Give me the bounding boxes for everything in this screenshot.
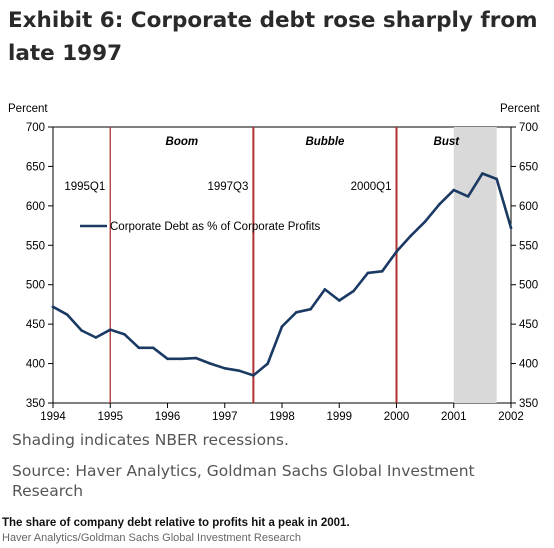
data-point [252,374,255,377]
vertical-markers [109,127,398,403]
y-tick-label-left: 550 [26,240,45,252]
data-point [237,369,241,373]
series-line [51,172,513,377]
data-point [151,346,155,350]
exhibit-title: Exhibit 6: Corporate debt rose sharply f… [8,8,538,66]
y-tick-label-left: 350 [26,398,45,410]
y-tick-label-left: 450 [26,319,45,331]
data-point [509,226,513,230]
x-tick-label: 1997 [212,411,238,422]
data-point [495,177,499,181]
y-tick-label-right: 500 [519,280,538,292]
y-tick-label-left: 600 [26,201,45,213]
legend-label: Corporate Debt as % of Corporate Profits [110,221,321,233]
y-tick-label-right: 550 [519,240,538,252]
plot-frame [52,126,512,404]
data-point [309,307,312,311]
data-point [452,188,456,192]
data-point [180,357,184,361]
y-tick-label-right: 450 [519,319,538,331]
data-point [323,288,327,291]
data-point [137,346,141,350]
y-tick-label-right: 700 [519,122,538,134]
data-point [194,356,198,360]
recession-shading [453,127,497,403]
data-point [280,325,284,328]
y-tick-label-right: 650 [519,161,538,173]
period-label: Boom [166,136,199,148]
y-axis-left-label: Percent [8,103,48,115]
y-tick-label-left: 700 [26,122,45,134]
data-point [66,313,69,316]
x-tick-label: 2001 [441,411,467,422]
x-tick-label: 2000 [384,411,410,422]
caption: The share of company debt relative to pr… [2,517,350,529]
data-point [266,362,270,365]
annotations: 1995Q1 1997Q3 2000Q1 Boom Bubble Bust [64,136,460,193]
marker-label: 1997Q3 [207,181,248,193]
data-point [423,220,427,223]
recession-band [453,127,497,403]
data-point [123,333,126,336]
y-tick-label-left: 500 [26,280,45,292]
y-tick-label-left: 400 [26,359,45,371]
data-point [80,329,83,332]
data-point [466,195,470,198]
data-point [380,270,384,273]
x-tick-label: 1999 [326,411,352,422]
data-point [395,250,398,253]
x-tick-label: 1995 [97,411,123,422]
data-point [223,367,227,370]
legend: Corporate Debt as % of Corporate Profits [80,221,321,233]
y-tick-label-right: 600 [519,201,538,213]
data-point [352,289,355,293]
y-tick-label-left: 650 [26,161,45,173]
y-tick-label-right: 350 [519,398,538,410]
data-point [94,336,98,339]
x-tick-label: 2002 [498,411,524,422]
data-point [209,362,212,365]
period-label: Bubble [305,136,345,148]
data-point [51,305,55,309]
data-point [409,234,413,238]
x-tick-label: 1996 [155,411,181,422]
marker-label: 1995Q1 [64,181,105,193]
data-point [109,328,112,331]
data-point [481,172,484,175]
x-tick-label: 1998 [269,411,295,422]
marker-label: 2000Q1 [351,181,392,193]
data-point [366,271,370,275]
y-tick-label-right: 400 [519,359,538,371]
x-tick-label: 1994 [40,411,66,422]
data-point [166,357,169,361]
period-label: Bust [434,136,461,148]
data-point [295,311,298,314]
series [51,172,513,377]
y-axis-right-label: Percent [500,103,540,115]
credit: Haver Analytics/Goldman Sachs Global Inv… [2,532,301,544]
source-note: Source: Haver Analytics, Goldman Sachs G… [12,462,475,500]
data-point [338,299,341,302]
data-point [438,203,441,206]
shading-note: Shading indicates NBER recessions. [12,431,289,449]
